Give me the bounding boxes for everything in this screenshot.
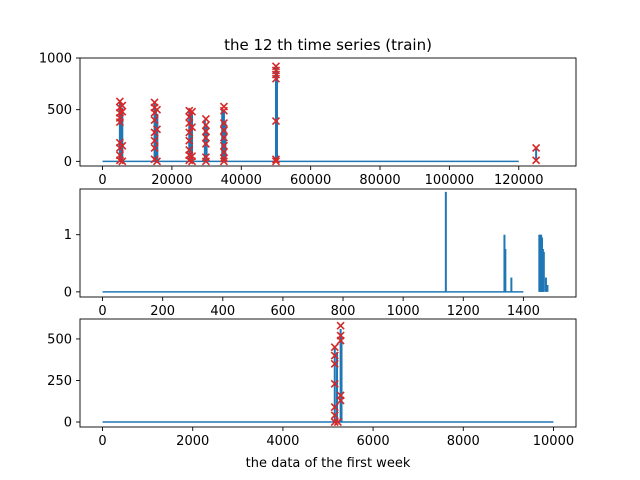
x-tick-label: 1200: [447, 304, 480, 319]
anomaly-marker: [330, 351, 339, 360]
anomaly-marker: [219, 126, 229, 135]
x-tick-label: 0: [98, 304, 106, 319]
x-tick-label: 0: [98, 434, 106, 449]
anomaly-marker: [187, 157, 197, 166]
anomaly-marker: [219, 141, 229, 150]
x-tick-label: 400: [210, 304, 235, 319]
y-tick-label: 1: [64, 228, 72, 243]
x-tick-label: 0: [98, 173, 106, 188]
anomaly-marker: [336, 396, 345, 405]
x-axis-label: the data of the first week: [246, 456, 411, 471]
x-tick-label: 2000: [176, 434, 209, 449]
anomaly-marker: [187, 107, 197, 116]
anomaly-marker: [118, 101, 127, 110]
panel-bottom: 0 2000 4000 6000 8000 10000 0 250 500: [47, 318, 577, 449]
anomaly-marker: [330, 359, 339, 368]
anomaly-marker: [271, 116, 281, 126]
x-tick-label: 8000: [447, 434, 480, 449]
x-tick-label: 120000: [494, 173, 544, 188]
anomaly-marker: [201, 127, 210, 136]
anomaly-marker: [333, 417, 342, 427]
anomaly-marker: [118, 107, 127, 116]
anomaly-marker: [219, 147, 229, 157]
anomaly-marker: [152, 157, 162, 166]
x-tick-label: 80000: [359, 173, 400, 188]
anomaly-marker: [150, 143, 159, 152]
anomaly-marker: [532, 143, 541, 152]
y-tick-label: 0: [64, 285, 72, 300]
anomaly-marker: [150, 115, 159, 125]
anomaly-marker: [271, 74, 281, 83]
anomaly-marker: [330, 402, 339, 412]
anomaly-marker: [219, 133, 229, 142]
x-tick-label: 100000: [425, 173, 475, 188]
y-tick-label: 1000: [39, 52, 72, 67]
y-tick-label: 0: [64, 416, 72, 431]
y-tick-label: 500: [47, 332, 72, 347]
anomaly-marker: [330, 411, 339, 420]
anomaly-marker: [185, 119, 194, 128]
x-tick-label: 200: [150, 304, 175, 319]
chart-title: the 12 th time series (train): [224, 36, 432, 54]
anomaly-marker: [187, 123, 197, 132]
anomaly-marker: [115, 156, 124, 165]
anomaly-marker: [532, 156, 541, 165]
anomaly-marker: [185, 128, 194, 137]
anomaly-marker: [185, 112, 194, 121]
x-tick-label: 10000: [533, 434, 574, 449]
anomaly-marker: [115, 97, 124, 106]
anomaly-marker: [219, 157, 229, 166]
anomaly-marker: [201, 114, 210, 124]
anomaly-marker: [330, 343, 339, 352]
anomaly-marker: [201, 133, 210, 142]
x-tick-label: 6000: [357, 434, 390, 449]
panel-top: 0 20000 40000 60000 80000 100000 120000 0 500 100…: [39, 52, 577, 188]
y-tick-label: 500: [47, 103, 72, 118]
y-tick-label: 0: [64, 155, 72, 170]
anomaly-marker: [271, 155, 281, 164]
anomaly-marker: [150, 136, 159, 145]
anomaly-marker: [219, 106, 229, 115]
anomaly-marker: [185, 136, 194, 145]
anomaly-marker: [201, 139, 210, 148]
anomaly-marker: [336, 321, 345, 330]
anomaly-marker: [201, 157, 210, 166]
anomaly-marker: [201, 121, 210, 130]
x-tick-label: 4000: [266, 434, 299, 449]
anomaly-marker: [330, 379, 339, 388]
axes-frame: [79, 318, 577, 428]
anomaly-marker: [118, 141, 127, 150]
anomaly-marker: [330, 417, 339, 427]
anomaly-marker: [115, 118, 124, 127]
anomaly-marker: [271, 157, 281, 166]
anomaly-marker: [152, 105, 162, 114]
anomaly-marker: [336, 336, 345, 345]
anomaly-marker: [118, 157, 127, 166]
x-tick-label: 20000: [151, 173, 192, 188]
anomaly-marker: [219, 154, 229, 163]
panel-middle: 0 200 400 600 800 1000 1200 1400 0 1: [64, 188, 577, 319]
anomaly-marker: [219, 119, 229, 128]
x-tick-label: 1400: [507, 304, 540, 319]
anomaly-marker: [152, 125, 162, 134]
axes-frame: [79, 188, 577, 298]
axes-frame: [79, 57, 577, 167]
x-tick-label: 800: [331, 304, 356, 319]
x-tick-label: 40000: [221, 173, 262, 188]
x-tick-label: 1000: [387, 304, 420, 319]
x-tick-label: 600: [270, 304, 295, 319]
y-tick-label: 250: [47, 374, 72, 389]
x-tick-label: 60000: [290, 173, 331, 188]
